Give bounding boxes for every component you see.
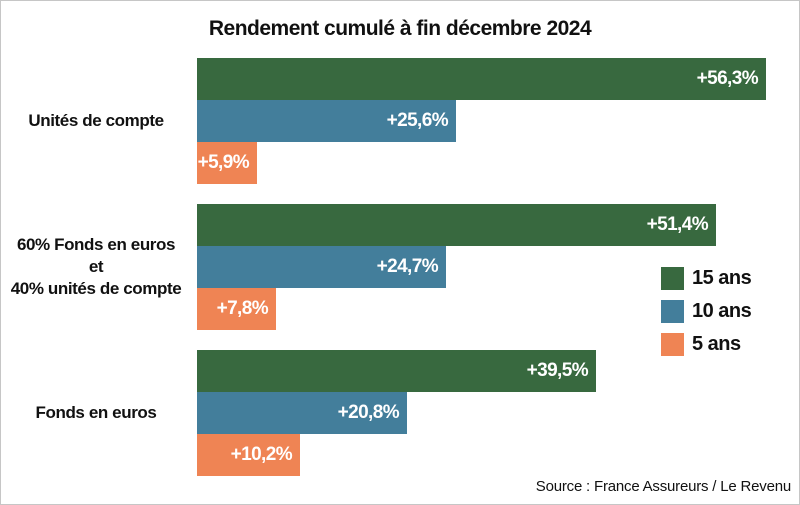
legend-item-5-ans: 5 ans (661, 333, 751, 356)
bar-value-label: +39,5% (526, 360, 589, 381)
bar-5-ans: +10,2% (197, 434, 300, 476)
category-label: Unités de compte (28, 111, 164, 131)
legend-item-15-ans: 15 ans (661, 267, 752, 290)
chart-title: Rendement cumulé à fin décembre 2024 (208, 17, 592, 40)
bar-10-ans: +25,6% (197, 100, 456, 142)
bar-value-label: +24,7% (376, 256, 439, 277)
bar-value-label: +51,4% (646, 214, 709, 235)
bar-15-ans: +51,4% (197, 204, 716, 246)
bar-value-label: +20,8% (337, 402, 400, 423)
legend-swatch-5-ans-icon (661, 333, 684, 356)
legend-label-5-ans: 5 ans (692, 333, 741, 355)
bar-chart: Unités de compte +56,3% +25,6% +5,9% 60% Fon… (1, 58, 799, 478)
bar-5-ans: +5,9% (197, 142, 257, 184)
bar-15-ans: +56,3% (197, 58, 766, 100)
legend-item-10-ans: 10 ans (661, 300, 752, 323)
source-credit: Source : France Assureurs / Le Revenu (535, 478, 791, 495)
category-label: 60% Fonds en euros et 40% unités de compte (10, 235, 182, 298)
bar-10-ans: +24,7% (197, 246, 446, 288)
bar-group: 60% Fonds en euros et 40% unités de compte… (1, 204, 799, 330)
category-label: Fonds en euros (35, 403, 157, 423)
bar-value-label: +56,3% (696, 68, 759, 89)
bar-15-ans: +39,5% (197, 350, 596, 392)
bar-value-label: +10,2% (230, 444, 293, 465)
bar-value-label: +5,9% (197, 152, 250, 173)
legend-label-10-ans: 10 ans (692, 300, 752, 322)
bar-group: Fonds en euros +39,5% +20,8% +10,2% (1, 350, 799, 476)
bar-group: Unités de compte +56,3% +25,6% +5,9% (1, 58, 799, 184)
bar-5-ans: +7,8% (197, 288, 276, 330)
legend-swatch-10-ans-icon (661, 300, 684, 323)
bar-10-ans: +20,8% (197, 392, 407, 434)
bar-value-label: +7,8% (216, 298, 269, 319)
bar-value-label: +25,6% (386, 110, 449, 131)
legend-swatch-15-ans-icon (661, 267, 684, 290)
legend-label-15-ans: 15 ans (692, 267, 752, 289)
legend: 15 ans 10 ans 5 ans (661, 267, 752, 366)
